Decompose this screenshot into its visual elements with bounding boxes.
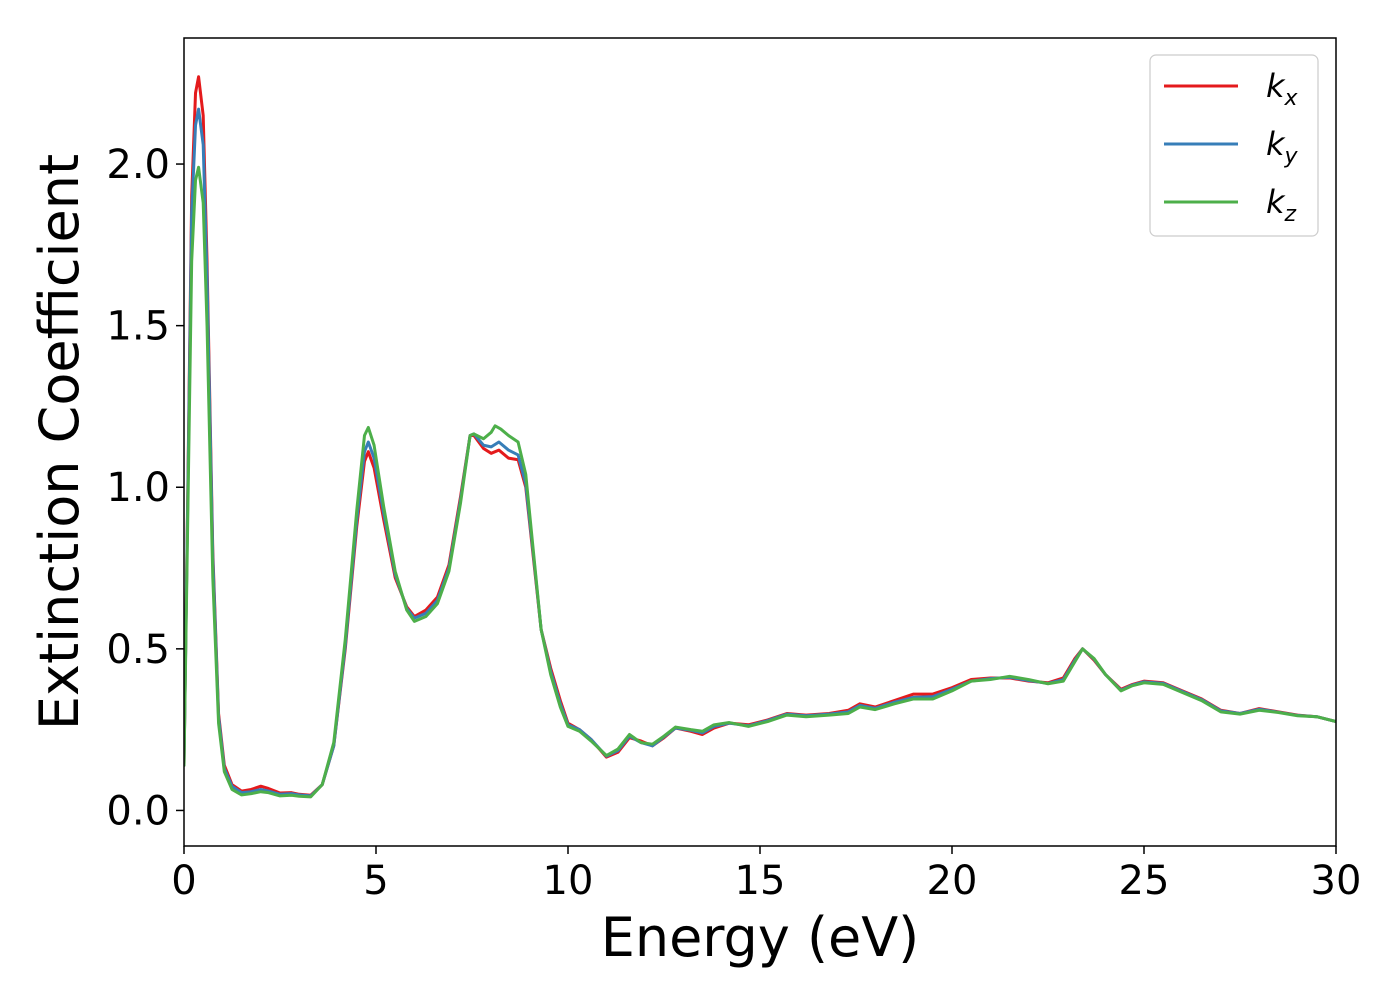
legend-label: kz (1266, 183, 1297, 227)
x-axis-ticks: 0 5 10 15 20 25 30 (171, 846, 1361, 904)
x-tick-label: 20 (927, 858, 978, 904)
y-tick-label: 1.0 (106, 465, 170, 511)
y-tick-label: 2.0 (106, 142, 170, 188)
legend-label: ky (1266, 125, 1299, 169)
x-tick-label: 5 (363, 858, 388, 904)
x-tick-label: 25 (1119, 858, 1170, 904)
series-line-kz (184, 165, 1336, 799)
y-axis-ticks: 0.0 0.5 1.0 1.5 2.0 (106, 142, 184, 834)
series-layer (184, 75, 1336, 799)
x-tick-label: 10 (543, 858, 594, 904)
x-tick-label: 0 (171, 858, 196, 904)
legend-label: kx (1266, 67, 1299, 111)
legend: kx ky kz (1149, 54, 1319, 237)
x-tick-label: 30 (1311, 858, 1362, 904)
y-tick-label: 0.0 (106, 788, 170, 834)
x-tick-label: 15 (735, 858, 786, 904)
y-axis-title: Extinction Coefficient (28, 154, 91, 730)
x-axis-title: Energy (eV) (601, 906, 920, 969)
y-tick-label: 0.5 (106, 627, 170, 673)
legend-item-ky: ky (1164, 125, 1299, 169)
legend-item-kz: kz (1164, 183, 1297, 227)
y-tick-label: 1.5 (106, 304, 170, 350)
legend-item-kx: kx (1164, 67, 1299, 111)
